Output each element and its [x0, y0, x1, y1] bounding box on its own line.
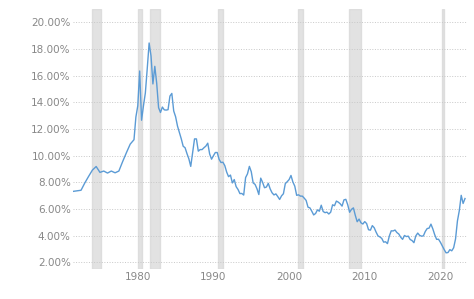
Bar: [349, 9, 361, 269]
Bar: [91, 9, 101, 269]
Bar: [218, 9, 222, 269]
Bar: [138, 9, 142, 269]
Bar: [61, 9, 69, 269]
Bar: [298, 9, 303, 269]
Bar: [150, 9, 160, 269]
Bar: [442, 9, 444, 269]
